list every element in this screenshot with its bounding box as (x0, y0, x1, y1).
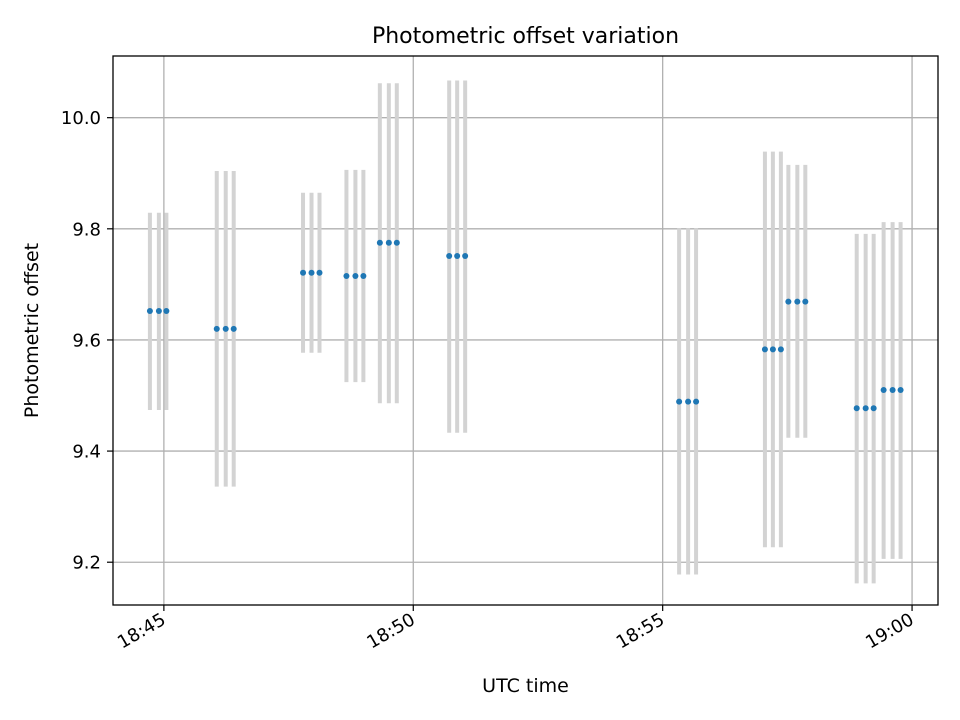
data-point (880, 386, 887, 393)
y-tick-label: 9.8 (72, 219, 101, 240)
data-point (853, 405, 860, 412)
data-point (393, 239, 400, 246)
data-point (376, 239, 383, 246)
data-point (889, 386, 896, 393)
data-point (352, 273, 359, 280)
chart-title: Photometric offset variation (372, 24, 679, 49)
data-point (343, 273, 350, 280)
y-axis-title: Photometric offset (21, 243, 43, 418)
data-point (802, 298, 809, 305)
data-point (794, 298, 801, 305)
data-point (870, 405, 877, 412)
data-point (222, 325, 229, 332)
plot-frame (112, 55, 939, 606)
grid-layer (113, 56, 938, 605)
data-point (862, 405, 869, 412)
data-point (685, 398, 692, 405)
data-point (446, 253, 453, 260)
data-point (385, 239, 392, 246)
data-point (454, 253, 461, 260)
data-point (213, 325, 220, 332)
data-point (155, 308, 162, 315)
data-point (308, 269, 315, 276)
data-point (163, 308, 170, 315)
y-tick-label: 9.4 (72, 442, 101, 463)
data-point (230, 325, 237, 332)
data-point (300, 269, 307, 276)
data-point (146, 308, 153, 315)
data-point (360, 273, 367, 280)
data-point (777, 346, 784, 353)
data-point (676, 398, 683, 405)
data-point (462, 253, 469, 260)
data-point (785, 298, 792, 305)
data-point (693, 398, 700, 405)
marker-layer (146, 239, 904, 412)
data-point (761, 346, 768, 353)
y-tick-label: 9.2 (72, 553, 101, 574)
y-tick-label: 10.0 (61, 108, 101, 129)
y-tick-label: 9.6 (72, 330, 101, 351)
x-axis-title: UTC time (482, 675, 569, 697)
data-point (897, 386, 904, 393)
data-point (769, 346, 776, 353)
data-point (316, 269, 323, 276)
